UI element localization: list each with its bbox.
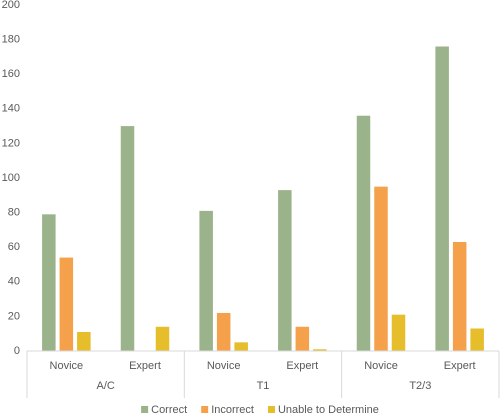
y-tick-label: 60 (8, 241, 20, 253)
x-tick-label: Expert (444, 360, 476, 372)
legend-label: Incorrect (211, 404, 254, 416)
legend-label: Correct (151, 404, 187, 416)
bar (199, 210, 213, 351)
y-tick-label: 100 (2, 172, 20, 184)
x-tick-label: Expert (129, 360, 161, 372)
bar (295, 326, 310, 351)
y-tick-label: 200 (2, 0, 20, 11)
legend-label: Unable to Determine (278, 404, 379, 416)
y-tick-label: 80 (8, 207, 20, 219)
x-tick-label: Novice (364, 360, 398, 372)
bar (42, 214, 56, 351)
legend-swatch (141, 406, 149, 413)
y-tick-label: 0 (14, 345, 20, 357)
bar (59, 257, 74, 351)
bar (356, 115, 371, 351)
bar (435, 46, 449, 352)
bar (120, 126, 135, 351)
bar (374, 186, 388, 351)
legend-swatch (267, 406, 275, 413)
legend-swatch (201, 406, 209, 413)
bar (77, 331, 91, 351)
y-tick-label: 140 (2, 103, 20, 115)
bar (216, 312, 231, 351)
x-tick-label: Novice (50, 360, 84, 372)
x-tick-label: Expert (286, 360, 318, 372)
bar (278, 190, 292, 351)
y-tick-label: 180 (2, 34, 20, 46)
bar (155, 326, 170, 351)
group-label: A/C (96, 380, 114, 392)
bar (391, 314, 406, 351)
x-tick-label: Novice (207, 360, 241, 372)
bar (234, 342, 248, 351)
bar (313, 349, 327, 351)
group-label: T2/3 (409, 380, 431, 392)
y-tick-label: 20 (8, 310, 20, 322)
bar (452, 242, 467, 351)
y-tick-label: 160 (2, 68, 20, 80)
y-tick-label: 120 (2, 137, 20, 149)
bar (470, 328, 484, 351)
group-label: T1 (257, 380, 270, 392)
y-tick-label: 40 (8, 276, 20, 288)
